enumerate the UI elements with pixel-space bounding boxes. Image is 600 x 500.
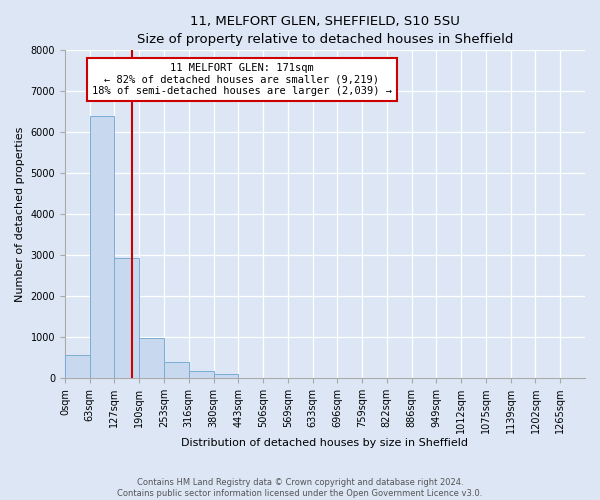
Bar xyxy=(115,258,139,378)
Y-axis label: Number of detached properties: Number of detached properties xyxy=(15,126,25,302)
Bar xyxy=(65,355,89,378)
Bar xyxy=(164,362,189,378)
Bar xyxy=(214,374,238,378)
Text: Contains HM Land Registry data © Crown copyright and database right 2024.
Contai: Contains HM Land Registry data © Crown c… xyxy=(118,478,482,498)
Text: 11 MELFORT GLEN: 171sqm
← 82% of detached houses are smaller (9,219)
18% of semi: 11 MELFORT GLEN: 171sqm ← 82% of detache… xyxy=(92,63,392,96)
Title: 11, MELFORT GLEN, SHEFFIELD, S10 5SU
Size of property relative to detached house: 11, MELFORT GLEN, SHEFFIELD, S10 5SU Siz… xyxy=(137,15,513,46)
X-axis label: Distribution of detached houses by size in Sheffield: Distribution of detached houses by size … xyxy=(181,438,469,448)
Bar xyxy=(89,116,115,378)
Bar xyxy=(139,338,164,378)
Bar xyxy=(189,371,214,378)
